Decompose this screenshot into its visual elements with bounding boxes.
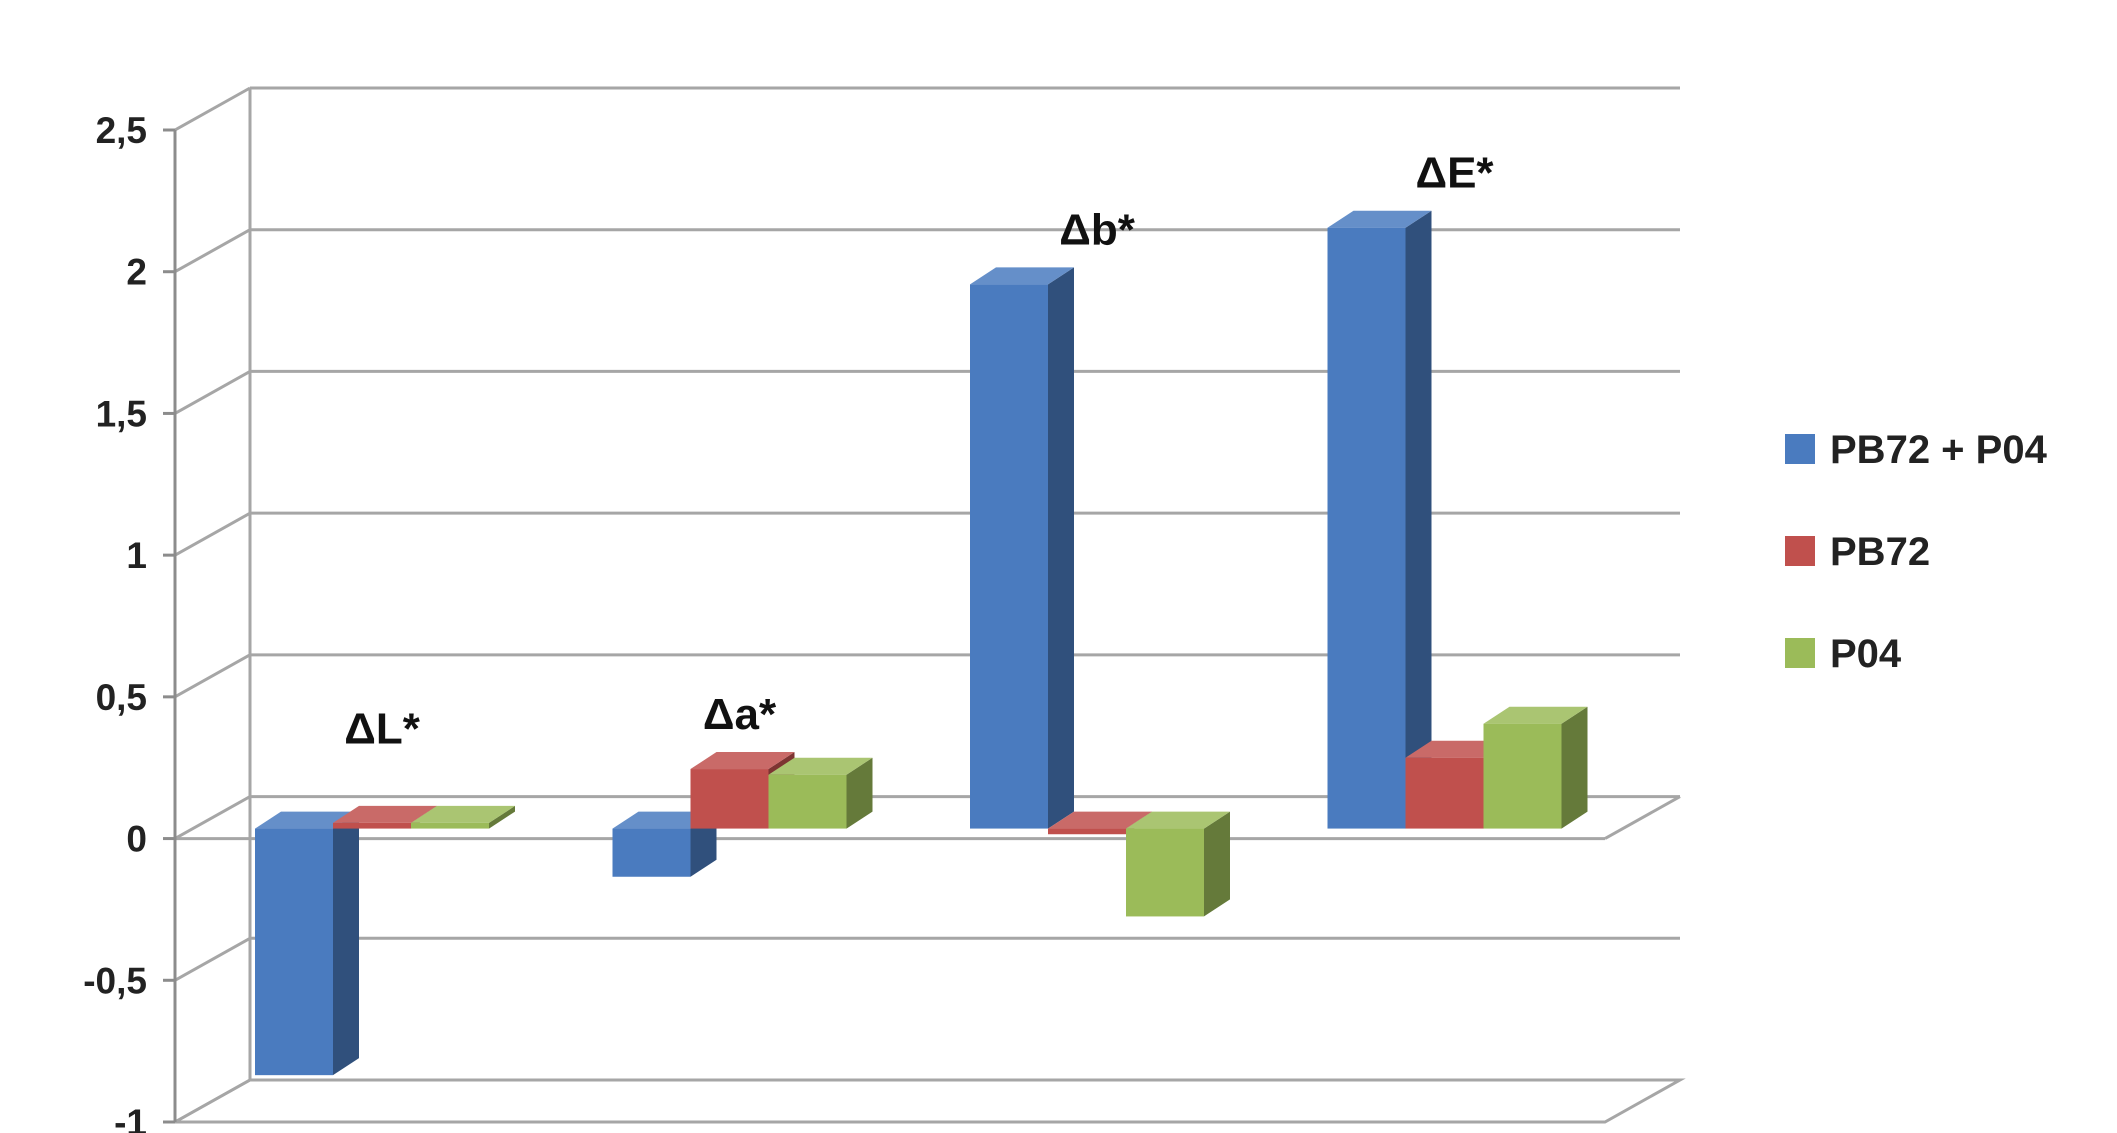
bar-pb72-p04-3: [1327, 210, 1432, 829]
bar-top: [970, 267, 1074, 285]
gridline-side: [174, 86, 251, 132]
bar-side: [846, 757, 873, 829]
bar-pb72-p04-2: [970, 267, 1074, 829]
bar-front: [333, 822, 411, 829]
bar-side: [1048, 267, 1074, 829]
bar-side: [1204, 811, 1230, 917]
bar-front: [1483, 723, 1562, 829]
bar-top: [333, 805, 437, 823]
bar-top: [1483, 706, 1588, 724]
bar-p04-3: [1483, 706, 1588, 829]
gridline-side: [174, 795, 251, 840]
bar-front: [1327, 227, 1406, 829]
category-label: Δa*: [703, 690, 777, 739]
bar-front: [1048, 828, 1126, 835]
category-label: Δb*: [1059, 205, 1136, 254]
bar-front: [690, 769, 769, 829]
legend-swatch: [1785, 434, 1815, 464]
legend-swatch: [1785, 638, 1815, 668]
gridlines: [174, 86, 1680, 1124]
bar-side: [1405, 210, 1432, 829]
bars-group: [255, 210, 1588, 1076]
bar-p04-0: [411, 805, 515, 829]
legend-swatch: [1785, 536, 1815, 566]
legend-label: PB72: [1830, 530, 1930, 574]
legend-label: P04: [1830, 632, 1902, 676]
y-tick-label: 1: [126, 535, 147, 576]
gridline-side: [174, 370, 251, 415]
x-axis-depth-line: [1604, 795, 1681, 840]
bar-front: [970, 284, 1048, 829]
bar-top: [1126, 811, 1230, 829]
category-labels: ΔL* Δa* Δb* ΔE*: [344, 149, 1494, 754]
legend: PB72 + P04 PB72 P04: [1785, 428, 2048, 676]
y-tick-label: 2: [126, 252, 147, 293]
chart-floor: [169, 795, 1686, 1124]
bar-top: [411, 805, 515, 823]
gridline-side: [174, 653, 251, 699]
legend-item: P04: [1785, 632, 1902, 676]
y-tick-label: 2,5: [96, 110, 147, 151]
bar-p04-1: [768, 757, 873, 829]
category-label: ΔE*: [1415, 149, 1494, 198]
floor-outline: [169, 1078, 1686, 1124]
bar-pb72-p04-0: [255, 811, 359, 1076]
y-tick-label: -0,5: [83, 960, 147, 1001]
bar-front: [411, 822, 489, 829]
bar-side: [333, 811, 359, 1076]
bar-p04-2: [1126, 811, 1230, 917]
gridline-side: [174, 936, 251, 982]
bar-top: [1327, 210, 1432, 228]
legend-label: PB72 + P04: [1830, 428, 2048, 472]
y-tick-label: -1: [114, 1102, 147, 1133]
gridline-side: [174, 511, 251, 557]
bar-top: [1048, 811, 1152, 829]
y-axis: -1 -0,5 0 0,5 1 1,5 2 2,5: [83, 110, 177, 1133]
bar-side: [1561, 706, 1588, 829]
bar-front: [1405, 757, 1484, 829]
y-tick-label: 0,5: [96, 677, 147, 718]
legend-item: PB72: [1785, 530, 1930, 574]
y-tick-label: 1,5: [96, 393, 147, 434]
gridline-side: [174, 228, 251, 274]
category-label: ΔL*: [344, 705, 421, 754]
bar-front: [612, 828, 691, 877]
legend-item: PB72 + P04: [1785, 428, 2048, 472]
bar-top: [690, 752, 795, 770]
bar-front: [768, 774, 847, 829]
bar-front: [1126, 828, 1204, 917]
bar-side: [489, 805, 515, 829]
y-tick-label: 0: [126, 819, 147, 860]
bar-front: [255, 828, 333, 1076]
bar-top: [768, 757, 873, 775]
